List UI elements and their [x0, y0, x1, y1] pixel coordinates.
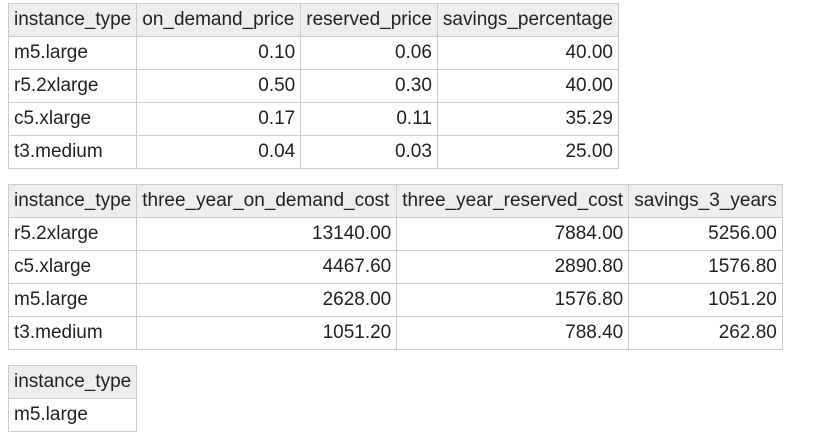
table-cell: 0.11 [300, 102, 438, 136]
table-cell: 0.04 [136, 135, 302, 169]
best-instance-result-table: instance_type m5.large [7, 365, 138, 432]
table-cell: 1576.80 [396, 283, 630, 317]
table-cell: 4467.60 [136, 250, 398, 284]
column-header-savings-percentage: savings_percentage [436, 3, 620, 37]
column-header-instance-type: instance_type [7, 365, 138, 399]
table-cell: 2890.80 [396, 250, 630, 284]
table-cell: 7884.00 [396, 217, 630, 251]
table-cell: 0.50 [136, 69, 302, 103]
table-cell: 5256.00 [628, 217, 783, 251]
table-cell: r5.2xlarge [7, 217, 138, 251]
table-cell: 35.29 [436, 102, 620, 136]
table-cell: 0.10 [136, 36, 302, 70]
header-row: instance_type on_demand_price reserved_p… [7, 3, 620, 37]
table-cell: 2628.00 [136, 283, 398, 317]
table-cell: c5.xlarge [7, 250, 138, 284]
table-row: m5.large 0.10 0.06 40.00 [7, 36, 620, 70]
table-cell: t3.medium [7, 135, 138, 169]
column-header-three-year-reserved-cost: three_year_reserved_cost [396, 184, 630, 218]
table-cell: m5.large [7, 36, 138, 70]
table-cell: 0.03 [300, 135, 438, 169]
table-cell: 40.00 [436, 36, 620, 70]
table-cell: r5.2xlarge [7, 69, 138, 103]
table-cell: c5.xlarge [7, 102, 138, 136]
table-row: t3.medium 1051.20 788.40 262.80 [7, 316, 783, 350]
column-header-on-demand-price: on_demand_price [136, 3, 302, 37]
table-cell: 1576.80 [628, 250, 783, 284]
table-cell: 0.17 [136, 102, 302, 136]
table-row: r5.2xlarge 13140.00 7884.00 5256.00 [7, 217, 783, 251]
table-cell: 262.80 [628, 316, 783, 350]
column-header-savings-3-years: savings_3_years [628, 184, 783, 218]
column-header-instance-type: instance_type [7, 184, 138, 218]
table-row: r5.2xlarge 0.50 0.30 40.00 [7, 69, 620, 103]
table-row: c5.xlarge 4467.60 2890.80 1576.80 [7, 250, 783, 284]
table-cell: 0.30 [300, 69, 438, 103]
table-cell: 1051.20 [628, 283, 783, 317]
header-row: instance_type three_year_on_demand_cost … [7, 184, 783, 218]
table-cell: m5.large [7, 283, 138, 317]
table-row: t3.medium 0.04 0.03 25.00 [7, 135, 620, 169]
cost-result-table: instance_type three_year_on_demand_cost … [7, 184, 783, 350]
column-header-instance-type: instance_type [7, 3, 138, 37]
column-header-three-year-on-demand-cost: three_year_on_demand_cost [136, 184, 398, 218]
table-row: m5.large [7, 398, 138, 432]
table-cell: 40.00 [436, 69, 620, 103]
table-cell: 788.40 [396, 316, 630, 350]
table-cell: 0.06 [300, 36, 438, 70]
pricing-result-table: instance_type on_demand_price reserved_p… [7, 3, 620, 169]
header-row: instance_type [7, 365, 138, 399]
table-cell: 1051.20 [136, 316, 398, 350]
table-cell: t3.medium [7, 316, 138, 350]
table-cell: 25.00 [436, 135, 620, 169]
table-row: c5.xlarge 0.17 0.11 35.29 [7, 102, 620, 136]
table-cell: 13140.00 [136, 217, 398, 251]
table-cell: m5.large [7, 398, 138, 432]
column-header-reserved-price: reserved_price [300, 3, 438, 37]
table-row: m5.large 2628.00 1576.80 1051.20 [7, 283, 783, 317]
